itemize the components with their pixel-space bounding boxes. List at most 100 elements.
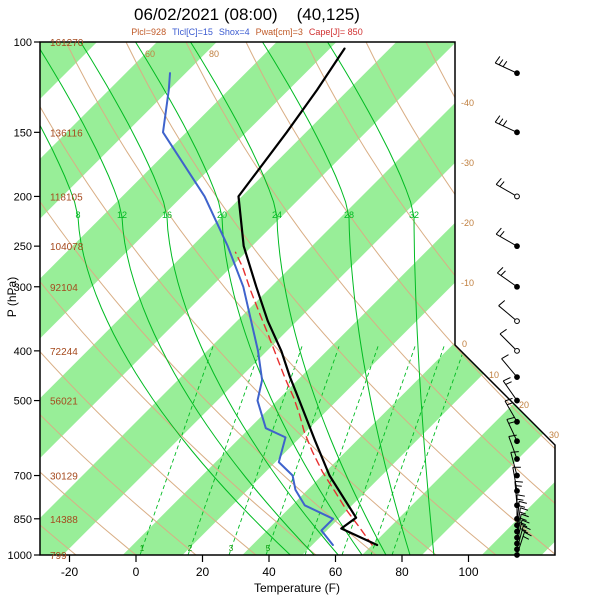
isotherm-band	[481, 42, 555, 555]
height-label: 136116	[50, 128, 83, 139]
isotherm-band	[40, 42, 457, 555]
dry-adiabat	[125, 42, 555, 555]
station-circle	[514, 418, 520, 425]
x-tick-label: 100	[458, 565, 478, 579]
param-token: Tlcl[C]=15	[172, 27, 213, 37]
station-circle	[514, 243, 520, 250]
moist-adiabat	[40, 42, 291, 555]
pressure-tick-label: 200	[14, 191, 32, 203]
dry-adiabat-label: 80	[209, 49, 219, 59]
moist-adiabat	[40, 42, 315, 555]
mixing-ratio-label: 5	[266, 544, 271, 553]
wind-barb	[495, 177, 520, 200]
pressure-tick-label: 700	[14, 471, 32, 483]
pressure-tick-label: 250	[14, 241, 32, 253]
parcel-curve	[234, 251, 373, 546]
isotherm-label: 10	[489, 370, 499, 380]
dry-adiabat	[40, 42, 437, 555]
station-circle-open	[514, 193, 520, 200]
wind-barb	[501, 354, 520, 380]
pressure-tick-label: 500	[14, 396, 32, 408]
height-label: 92104	[50, 283, 78, 294]
moist-adiabat-label: 8	[75, 210, 80, 220]
height-label: 72244	[50, 347, 78, 358]
dewpoint-curve	[162, 72, 335, 546]
isotherm-label: -40	[461, 98, 474, 108]
height-label: 118105	[50, 192, 83, 203]
axes: -20 0 20 40 60 80 1001001502002503004005007008…	[8, 37, 479, 579]
isotherm-label: -10	[461, 278, 474, 288]
wind-barb	[506, 416, 520, 445]
mixing-ratio-line	[265, 344, 340, 555]
isotherm-band	[362, 42, 555, 555]
mixing-ratio-label: 2	[188, 544, 193, 553]
param-token: Cape[J]= 850	[308, 27, 363, 37]
moist-adiabat-label: 28	[344, 210, 354, 220]
height-label: 161270	[50, 38, 84, 49]
height-label: 56021	[50, 397, 78, 408]
pressure-tick-label: 150	[14, 127, 32, 139]
mixing-ratio-line	[391, 344, 466, 555]
pressure-tick-label: 100	[14, 37, 32, 49]
dry-adiabat	[545, 42, 555, 555]
wind-barb	[514, 507, 529, 535]
height-label: 14388	[50, 515, 78, 526]
station-circle	[514, 472, 520, 479]
wind-barb	[514, 531, 532, 558]
pressure-tick-label: 850	[14, 514, 32, 526]
moist-adiabat-label: 12	[117, 210, 127, 220]
wind-barb	[508, 434, 520, 462]
height-label: 104078	[50, 242, 84, 253]
station-circle-open	[514, 347, 520, 354]
wind-barb	[496, 266, 520, 290]
x-tick-label: 20	[196, 565, 210, 579]
isotherm-band	[40, 42, 555, 555]
sounding-curves	[162, 47, 379, 547]
isotherm-label: -30	[461, 158, 474, 168]
mixing-ratio-line	[187, 344, 262, 555]
dry-adiabat	[40, 42, 317, 555]
x-tick-label: 80	[395, 565, 409, 579]
sounding-parameters-line: Plcl=928 Tlcl[C]=15 Shox=4 Pwat[cm]=3 Cape[J…	[0, 27, 494, 37]
dry-adiabat	[40, 42, 197, 555]
mixing-ratio-line	[139, 344, 214, 555]
wind-barb	[494, 56, 520, 77]
isotherm-label: -20	[461, 218, 474, 228]
page-title: 06/02/2021 (08:00) (40,125)	[134, 5, 360, 24]
wind-barb-column	[494, 56, 532, 558]
wind-barb	[498, 300, 520, 325]
dry-adiabat-label: 60	[145, 49, 155, 59]
height-label: 799	[50, 551, 67, 562]
param-token: Shox=4	[218, 27, 250, 37]
dry-adiabat	[65, 42, 497, 555]
station-circle	[514, 438, 520, 445]
mixing-ratio-line	[370, 344, 445, 555]
moist-adiabat	[262, 42, 411, 555]
moist-adiabat-label: 24	[272, 210, 282, 220]
pressure-tick-label: 1000	[8, 550, 32, 562]
dry-adiabat	[245, 42, 555, 555]
moist-adiabat	[135, 42, 363, 555]
pressure-tick-label: 400	[14, 346, 32, 358]
station-circle	[514, 283, 520, 290]
wind-barb	[514, 525, 531, 553]
dry-adiabat	[40, 42, 257, 555]
mixing-ratio-label: 1	[140, 544, 145, 553]
station-circle	[514, 70, 520, 77]
isotherm-band	[40, 42, 337, 555]
moist-adiabat	[190, 42, 387, 555]
moist-adiabat	[80, 42, 339, 555]
param-token: Pwat[cm]=3	[255, 27, 303, 37]
param-token: Plcl=928	[131, 27, 167, 37]
wind-barb	[499, 328, 520, 354]
isotherm-label: 0	[462, 339, 467, 349]
wind-barb	[504, 397, 520, 425]
wind-barb	[494, 115, 520, 136]
skewt-background	[40, 42, 555, 555]
wind-barb	[502, 377, 520, 404]
x-tick-label: 40	[262, 565, 276, 579]
station-circle	[514, 374, 520, 380]
station-circle	[514, 552, 520, 558]
temperature-curve	[237, 47, 379, 547]
